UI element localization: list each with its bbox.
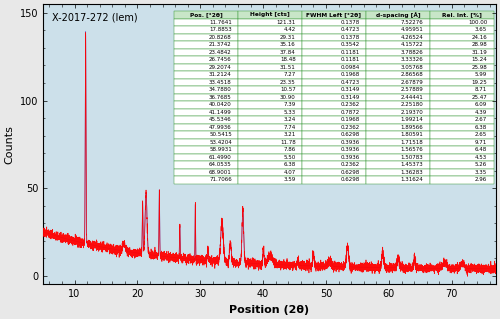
Y-axis label: Counts: Counts xyxy=(4,125,14,164)
Text: X-2017-272 (lem): X-2017-272 (lem) xyxy=(52,12,138,23)
X-axis label: Position (2θ): Position (2θ) xyxy=(230,305,310,315)
